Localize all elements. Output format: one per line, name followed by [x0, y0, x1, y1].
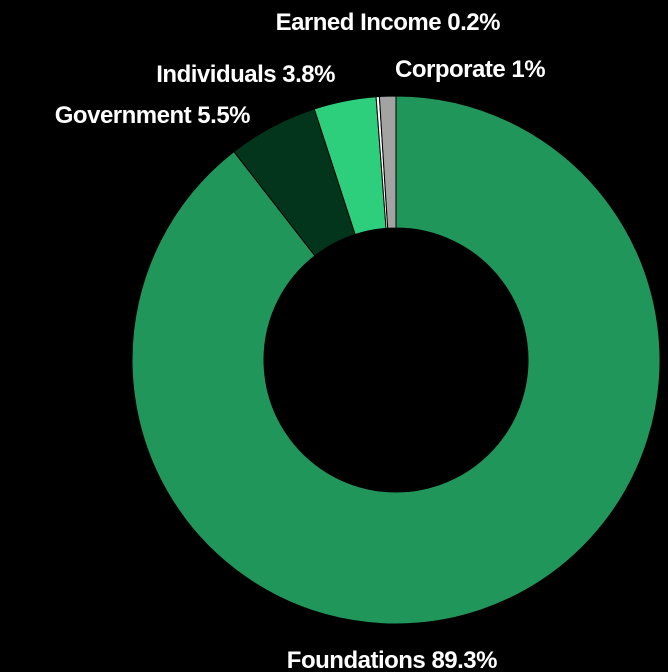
slice-label-earned-income: Earned Income 0.2%	[276, 9, 501, 36]
donut-slices	[131, 95, 661, 625]
slice-label-individuals: Individuals 3.8%	[156, 61, 335, 88]
slice-foundations	[131, 95, 661, 625]
slice-corporate	[378, 95, 397, 229]
slice-label-foundations: Foundations 89.3%	[287, 647, 497, 672]
slice-label-government: Government 5.5%	[55, 102, 250, 129]
slice-label-corporate: Corporate 1%	[395, 56, 545, 83]
slice-labels: Foundations 89.3% Government 5.5% Indivi…	[55, 9, 546, 672]
